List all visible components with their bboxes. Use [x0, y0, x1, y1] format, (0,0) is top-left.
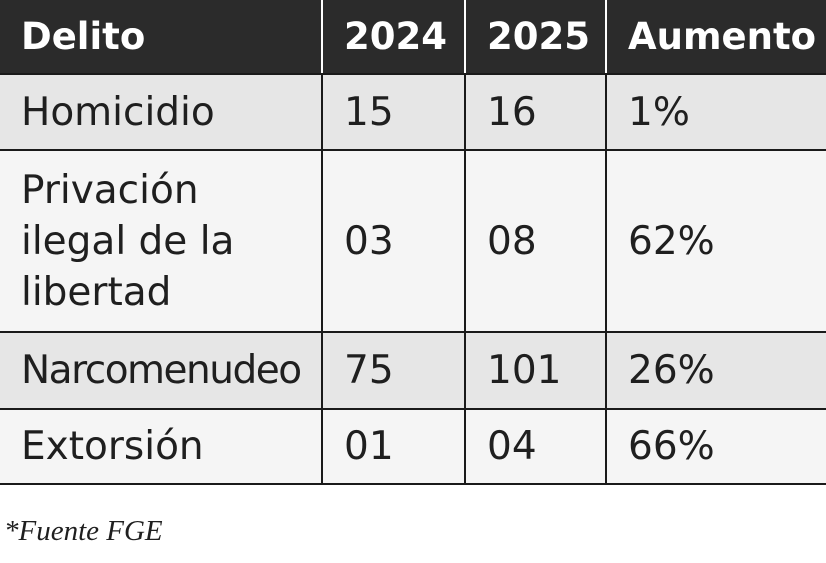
crime-name-cell: Homicidio [0, 73, 323, 151]
table-body: Homicidio 15 16 1% Privación ilegal de l… [0, 73, 826, 485]
header-cell-2025: 2025 [464, 0, 607, 75]
header-cell-increase: Aumento [605, 0, 826, 75]
table-row: Narcomenudeo 75 101 26% [0, 331, 826, 410]
table-row: Extorsión 01 04 66% [0, 408, 826, 485]
value-2025-cell: 101 [464, 331, 607, 410]
header-row: Delito 2024 2025 Aumento [0, 0, 826, 75]
table-row: Homicidio 15 16 1% [0, 73, 826, 151]
crime-name-cell: Privación ilegal de la libertad [0, 149, 323, 333]
value-2024-cell: 75 [321, 331, 466, 410]
table-header: Delito 2024 2025 Aumento [0, 0, 826, 75]
crime-statistics-table: Delito 2024 2025 Aumento Homicidio 15 16… [0, 0, 826, 485]
increase-cell: 66% [605, 408, 826, 485]
table-row: Privación ilegal de la libertad 03 08 62… [0, 149, 826, 333]
value-2025-cell: 16 [464, 73, 607, 151]
value-2024-cell: 15 [321, 73, 466, 151]
value-2024-cell: 03 [321, 149, 466, 333]
increase-cell: 1% [605, 73, 826, 151]
crime-name-cell: Extorsión [0, 408, 323, 485]
header-cell-2024: 2024 [321, 0, 466, 75]
header-cell-crime: Delito [0, 0, 323, 75]
value-2024-cell: 01 [321, 408, 466, 485]
crime-name-cell: Narcomenudeo [0, 331, 323, 410]
value-2025-cell: 08 [464, 149, 607, 333]
increase-cell: 26% [605, 331, 826, 410]
source-note: *Fuente FGE [4, 515, 163, 547]
value-2025-cell: 04 [464, 408, 607, 485]
increase-cell: 62% [605, 149, 826, 333]
